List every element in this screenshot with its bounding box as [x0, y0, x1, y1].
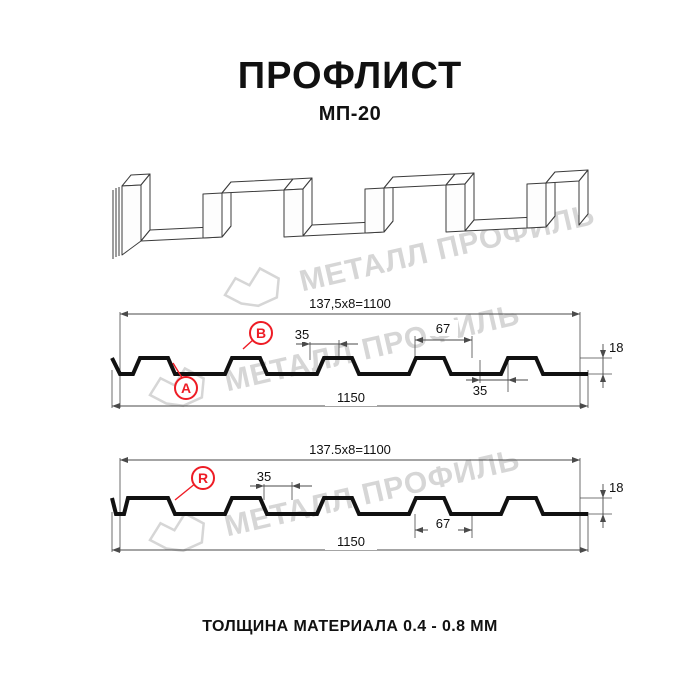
profile-a-balloon-a-label: A: [181, 380, 191, 396]
profile-b-pitch-label: 35: [257, 469, 271, 484]
profile-b-rib-top-dimension: 67: [415, 515, 472, 533]
profile-b-total-width-label: 1150: [337, 534, 365, 549]
profile-b-working-width-dimension: 137.5x8=1100: [120, 442, 580, 463]
profile-a-total-width-dimension: 1150: [112, 390, 588, 409]
profile-b-total-width-dimension: 1150: [112, 534, 588, 553]
page-subtitle-model: МП-20: [318, 103, 382, 125]
profile-a-total-width-label: 1150: [337, 390, 365, 405]
page-title: ПРОФЛИСТ: [237, 55, 463, 97]
profile-a-balloon-b: B: [242, 321, 273, 350]
profile-a-height-dimension: 18: [600, 340, 623, 388]
iso-rib: [445, 172, 537, 233]
profile-a-working-width-dimension: 137,5x8=1100: [120, 296, 580, 317]
iso-rib: [526, 169, 589, 229]
profile-b-balloon-r-label: R: [198, 470, 208, 486]
profile-a-pitch-label-bottom: 35: [473, 383, 487, 398]
profile-a-pitch-dimension-bottom: 35: [466, 377, 528, 398]
watermark-logo-icon: [148, 511, 205, 553]
profile-a-rib-top-label: 67: [436, 321, 450, 336]
watermark-logo-icon: [148, 366, 205, 408]
material-thickness-note: ТОЛЩИНА МАТЕРИАЛА 0.4 - 0.8 ММ: [202, 618, 498, 635]
iso-left-edge: [112, 186, 123, 259]
profile-b-height-dimension: 18: [600, 480, 623, 528]
profile-a-rib-top-dimension: 67: [415, 320, 472, 343]
profile-b-working-width-label: 137.5x8=1100: [309, 442, 391, 457]
iso-rib: [202, 178, 294, 239]
profile-a-pitch-dimension-top: 35: [288, 327, 358, 347]
watermark-logo-icon: [223, 266, 280, 308]
profile-b-rib-top-label: 67: [436, 516, 450, 531]
profile-b-balloon-r: R: [174, 466, 215, 501]
profile-a-balloon-a: A: [172, 362, 198, 400]
iso-rib: [121, 173, 213, 256]
profile-a-height-label: 18: [609, 340, 623, 355]
profile-a-pitch-label-top: 35: [295, 327, 309, 342]
profile-a-working-width-label: 137,5x8=1100: [309, 296, 391, 311]
iso-rib: [364, 173, 456, 234]
profile-a-extension-lines: [111, 312, 612, 408]
profile-b-section-line: [110, 496, 588, 516]
profile-b-height-label: 18: [609, 480, 623, 495]
profile-a-balloon-b-label: B: [256, 325, 266, 341]
profile-b-extension-lines: [111, 458, 612, 552]
profile-b-pitch-dimension: 35: [250, 469, 312, 489]
profile-a-section-line: [110, 356, 588, 376]
